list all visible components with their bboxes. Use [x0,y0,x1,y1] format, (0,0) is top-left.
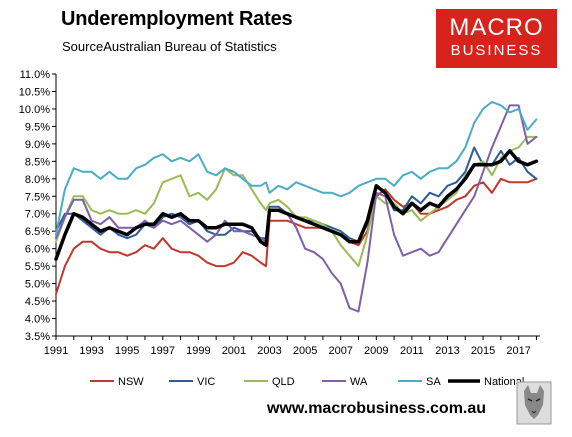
series-line-qld [55,135,538,268]
y-tick-label: 9.0% [25,139,50,151]
x-tick-label: 2003 [257,345,281,357]
x-tick-label: 1995 [115,345,139,357]
chart-subtitle: SourceAustralian Bureau of Statistics [62,39,277,54]
x-tick-label: 2013 [435,345,459,357]
x-tick-label: 1993 [79,345,103,357]
y-tick-label: 5.5% [25,261,50,273]
x-tick-label: 1997 [151,345,175,357]
legend-label-nsw: NSW [118,376,144,388]
series-line-wa [55,104,538,313]
y-tick-label: 8.5% [25,156,50,168]
x-tick-label: 2007 [328,345,352,357]
x-tick-label: 1991 [44,345,68,357]
logo-line1: MACRO [449,14,544,41]
y-tick-label: 4.5% [25,296,50,308]
x-tick-label: 2005 [293,345,317,357]
legend-label-sa: SA [426,376,441,388]
y-tick-label: 7.5% [25,191,50,203]
y-tick-label: 3.5% [25,331,50,343]
y-tick-label: 4.0% [25,314,50,326]
y-tick-label: 5.0% [25,279,50,291]
x-tick-label: 2017 [506,345,530,357]
y-tick-label: 10.0% [19,104,50,116]
y-tick-label: 6.5% [25,226,50,238]
y-tick-label: 7.0% [25,209,50,221]
series-line-nsw [55,177,538,296]
legend-label-wa: WA [350,376,368,388]
series-line-national [54,149,539,261]
y-tick-label: 6.0% [25,244,50,256]
chart-title: Underemployment Rates [61,8,293,30]
wolf-logo-icon [516,381,552,425]
logo-line2: BUSINESS [450,42,543,59]
y-tick-label: 10.5% [19,86,50,98]
chart-axes: 3.5% 4.0% 4.5% 5.0% 5.5% 6.0% 6.5% 7.0% 7.5% 8.0%… [19,69,540,357]
x-tick-label: 2015 [471,345,495,357]
y-tick-label: 11.0% [20,69,51,81]
legend-label-qld: QLD [272,376,295,388]
x-tick-label: 1999 [186,345,210,357]
legend-label-national: National [484,376,524,388]
legend-label-vic: VIC [197,376,215,388]
y-tick-label: 9.5% [25,121,50,133]
chart-series-lines [54,100,539,313]
x-tick-label: 2009 [364,345,388,357]
x-tick-label: 2001 [222,345,246,357]
y-tick-label: 8.0% [25,174,50,186]
macrobusiness-logo: MACRO BUSINESS [436,9,557,68]
series-line-sa [55,100,538,236]
chart-legend: NSW VIC QLD WA SA National [90,376,524,388]
x-tick-label: 2011 [400,345,424,357]
website-url: www.macrobusiness.com.au [267,400,487,417]
